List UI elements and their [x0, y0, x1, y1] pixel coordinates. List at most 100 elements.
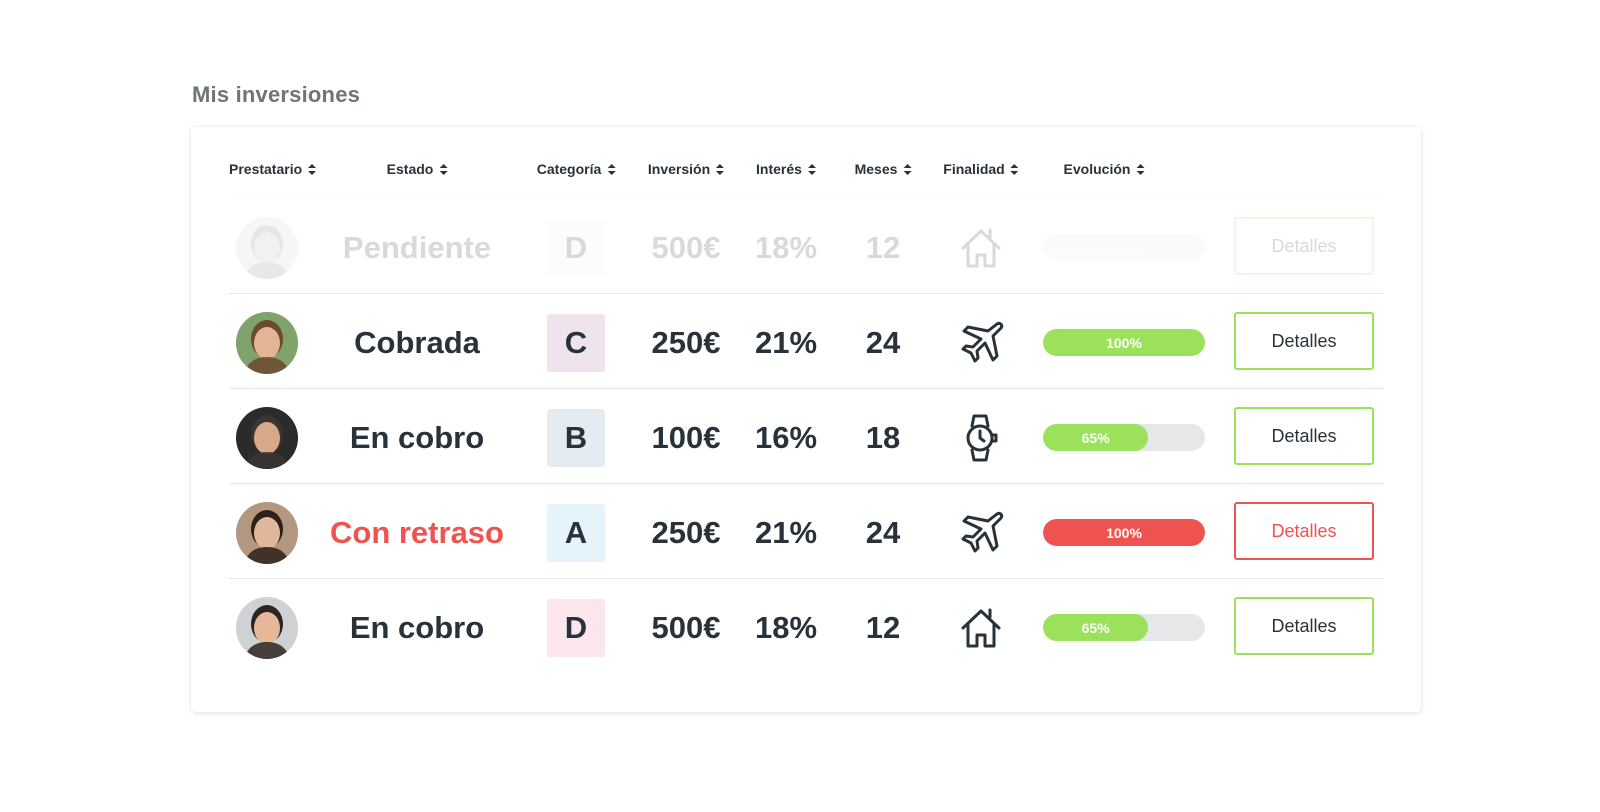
status-label: Cobrada: [354, 324, 480, 360]
status-cell: En cobro: [322, 579, 512, 676]
months-cell: 12: [843, 199, 923, 296]
investment-value: 500€: [651, 229, 721, 265]
category-badge: B: [547, 408, 605, 467]
interest-value: 21%: [754, 324, 818, 360]
status-cell: Cobrada: [322, 294, 512, 391]
avatar: [236, 217, 298, 279]
interest-cell: 18%: [741, 199, 831, 296]
months-cell: 24: [843, 294, 923, 391]
category-badge: D: [547, 598, 605, 657]
interest-value: 18%: [754, 609, 818, 645]
months-value: 24: [865, 514, 901, 550]
category-cell: D: [536, 199, 616, 296]
category-cell: B: [536, 389, 616, 486]
investments-table-card: Prestatario Estado Categoría Inversión I…: [191, 127, 1421, 712]
details-button[interactable]: Detalles: [1234, 502, 1374, 560]
status-label: Pendiente: [342, 229, 492, 265]
col-evolucion[interactable]: Evolución: [1064, 161, 1145, 177]
table-header: Prestatario Estado Categoría Inversión I…: [191, 127, 1421, 203]
house-icon: [957, 604, 1005, 652]
status-cell: Pendiente: [322, 199, 512, 296]
purpose-cell: [941, 199, 1021, 296]
months-cell: 18: [843, 389, 923, 486]
house-icon: [957, 224, 1005, 272]
investment-value: 100€: [651, 419, 721, 455]
table-row: Cobrada C 250€ 21% 24 100% Detalles: [229, 293, 1384, 391]
interest-cell: 16%: [741, 389, 831, 486]
category-cell: D: [536, 579, 616, 676]
category-badge: C: [547, 313, 605, 372]
progress-bar: 100%: [1043, 519, 1205, 546]
progress-bar: 100%: [1043, 329, 1205, 356]
months-value: 12: [865, 609, 901, 645]
details-button[interactable]: Detalles: [1234, 312, 1374, 370]
investment-cell: 250€: [641, 484, 731, 581]
months-cell: 12: [843, 579, 923, 676]
purpose-cell: [941, 389, 1021, 486]
table-row: En cobro B 100€ 16% 18 65% Detalles: [229, 388, 1384, 486]
months-value: 12: [865, 229, 901, 265]
interest-value: 16%: [754, 419, 818, 455]
progress-bar: [1043, 234, 1205, 261]
table-row: Pendiente D 500€ 18% 12 Detalles: [229, 198, 1384, 296]
sort-icon: [716, 163, 725, 175]
category-cell: C: [536, 294, 616, 391]
avatar: [236, 597, 298, 659]
interest-value: 18%: [754, 229, 818, 265]
progress-bar: 65%: [1043, 424, 1205, 451]
col-prestatario[interactable]: Prestatario: [229, 161, 317, 177]
progress-fill: 65%: [1043, 424, 1149, 451]
sort-icon: [308, 163, 317, 175]
details-button[interactable]: Detalles: [1234, 597, 1374, 655]
purpose-cell: [941, 484, 1021, 581]
avatar: [236, 312, 298, 374]
col-finalidad[interactable]: Finalidad: [943, 161, 1019, 177]
sort-icon: [439, 163, 448, 175]
table-row: En cobro D 500€ 18% 12 65% Detalles: [229, 578, 1384, 676]
sort-icon: [607, 163, 616, 175]
interest-cell: 21%: [741, 484, 831, 581]
months-cell: 24: [843, 484, 923, 581]
purpose-cell: [941, 579, 1021, 676]
interest-cell: 18%: [741, 579, 831, 676]
sort-icon: [1136, 163, 1145, 175]
avatar: [236, 407, 298, 469]
interest-value: 21%: [754, 514, 818, 550]
sort-icon: [1010, 163, 1019, 175]
category-cell: A: [536, 484, 616, 581]
sort-icon: [807, 163, 816, 175]
status-label: Con retraso: [330, 514, 504, 550]
page-title: Mis inversiones: [192, 82, 361, 107]
progress-bar: 65%: [1043, 614, 1205, 641]
purpose-cell: [941, 294, 1021, 391]
interest-cell: 21%: [741, 294, 831, 391]
investment-cell: 250€: [641, 294, 731, 391]
avatar: [236, 502, 298, 564]
investment-value: 250€: [651, 324, 721, 360]
watch-icon: [959, 412, 1003, 464]
months-value: 18: [865, 419, 901, 455]
airplane-icon: [956, 318, 1006, 368]
investment-value: 250€: [651, 514, 721, 550]
months-value: 24: [865, 324, 901, 360]
table-row: Con retraso A 250€ 21% 24 100% Detalles: [229, 483, 1384, 581]
col-meses[interactable]: Meses: [855, 161, 912, 177]
category-badge: A: [547, 503, 605, 562]
col-inversion[interactable]: Inversión: [648, 161, 725, 177]
col-categoria[interactable]: Categoría: [537, 161, 616, 177]
investment-value: 500€: [651, 609, 721, 645]
status-cell: En cobro: [322, 389, 512, 486]
col-estado[interactable]: Estado: [387, 161, 448, 177]
investment-cell: 100€: [641, 389, 731, 486]
col-interes[interactable]: Interés: [756, 161, 816, 177]
investment-cell: 500€: [641, 579, 731, 676]
progress-fill: 100%: [1043, 519, 1205, 546]
category-badge: D: [547, 218, 605, 277]
sort-icon: [903, 163, 912, 175]
details-button[interactable]: Detalles: [1234, 217, 1374, 275]
investment-cell: 500€: [641, 199, 731, 296]
status-cell: Con retraso: [322, 484, 512, 581]
status-label: En cobro: [349, 419, 485, 455]
progress-fill: 65%: [1043, 614, 1149, 641]
details-button[interactable]: Detalles: [1234, 407, 1374, 465]
